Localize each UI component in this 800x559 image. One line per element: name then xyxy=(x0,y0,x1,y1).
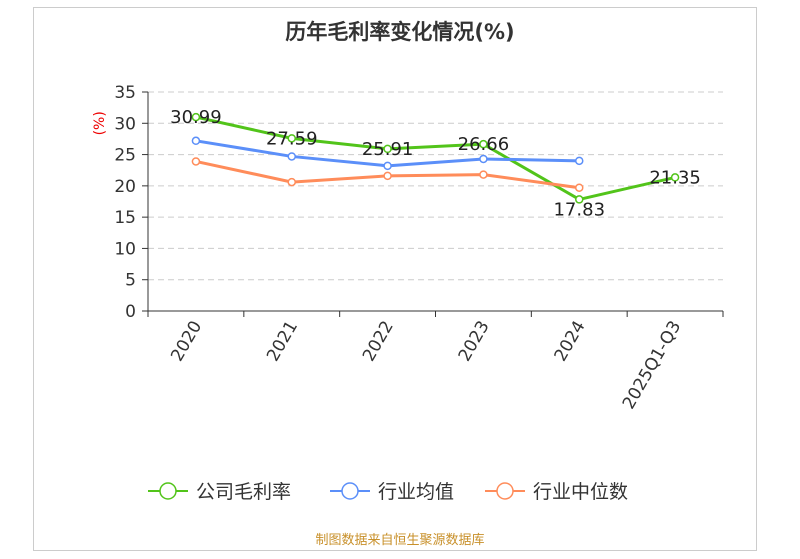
data-point xyxy=(479,170,488,179)
data-point xyxy=(383,144,392,154)
data-point xyxy=(383,171,392,181)
data-point xyxy=(575,183,584,192)
y-tick-label: 30 xyxy=(114,114,136,134)
data-point xyxy=(287,177,296,187)
y-tick-label: 25 xyxy=(114,146,136,166)
y-tick-label: 15 xyxy=(114,208,136,228)
data-point xyxy=(191,136,201,146)
y-tick-label: 10 xyxy=(114,239,136,259)
x-tick-label: 2022 xyxy=(359,318,398,365)
x-tick-label: 2023 xyxy=(455,317,494,364)
data-point xyxy=(575,195,584,204)
y-tick-label: 35 xyxy=(114,83,136,103)
legend-label: 行业均值 xyxy=(378,481,454,503)
y-axis-label: (%) xyxy=(92,111,108,135)
data-point xyxy=(287,134,296,143)
data-label: 26.66 xyxy=(458,134,510,155)
x-tick-label: 2024 xyxy=(551,318,590,365)
data-point xyxy=(479,139,488,149)
data-point xyxy=(670,173,680,182)
legend-marker xyxy=(341,482,359,500)
data-point xyxy=(383,161,392,171)
series-line xyxy=(195,115,676,202)
data-label: 27.59 xyxy=(266,128,318,149)
data-label: 21.35 xyxy=(649,167,701,188)
legend-label: 公司毛利率 xyxy=(196,481,291,503)
data-label: 17.83 xyxy=(553,199,605,220)
x-tick-label: 2025Q1-Q3 xyxy=(619,318,686,413)
chart-frame xyxy=(33,7,757,551)
legend-label: 行业中位数 xyxy=(533,481,628,503)
source-note: 制图数据来自恒生聚源数据库 xyxy=(315,533,485,548)
x-tick-label: 2021 xyxy=(263,318,302,365)
y-tick-label: 0 xyxy=(125,302,136,322)
legend-marker xyxy=(159,482,177,500)
data-point xyxy=(191,112,201,122)
x-tick-label: 2020 xyxy=(167,318,206,365)
data-label: 25.91 xyxy=(362,139,414,160)
y-tick-label: 20 xyxy=(114,177,136,197)
y-tick-label: 5 xyxy=(125,271,136,291)
chart-title: 历年毛利率变化情况(%) xyxy=(285,20,515,44)
data-point xyxy=(191,157,201,166)
legend-marker xyxy=(496,482,514,500)
data-point xyxy=(479,154,488,164)
data-label: 30.99 xyxy=(170,107,222,128)
data-point xyxy=(575,156,584,166)
data-point xyxy=(287,152,296,161)
